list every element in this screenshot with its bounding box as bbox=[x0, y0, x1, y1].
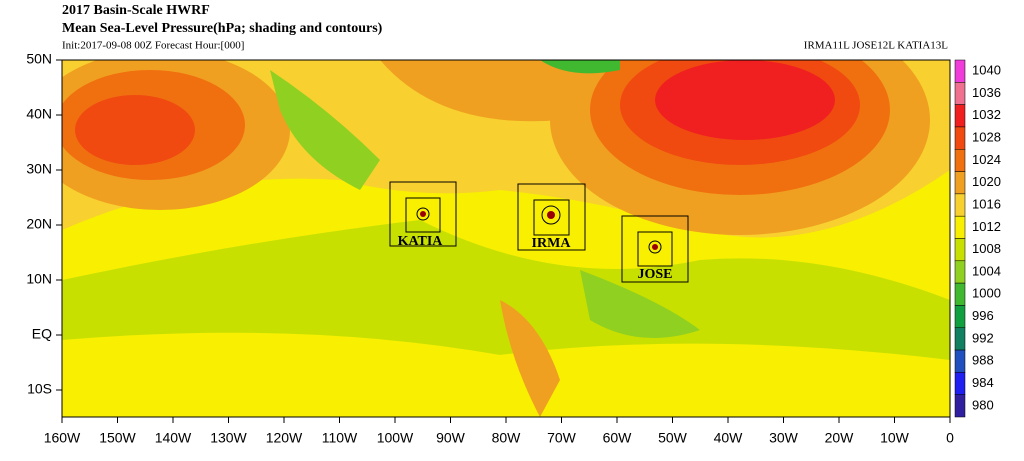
colorbar-label: 1024 bbox=[972, 152, 1001, 167]
lon-label: 130W bbox=[210, 430, 247, 446]
lon-label: 150W bbox=[99, 430, 136, 446]
colorbar-box bbox=[954, 372, 966, 395]
colorbar-label: 996 bbox=[972, 308, 994, 323]
colorbar-box bbox=[954, 349, 966, 373]
lon-label: 0 bbox=[946, 430, 954, 446]
colorbar-label: 1040 bbox=[972, 63, 1001, 78]
colorbar-box bbox=[954, 238, 966, 262]
lat-label: 10N bbox=[26, 271, 52, 287]
lon-label: 160W bbox=[44, 430, 81, 446]
colorbar-label: 1036 bbox=[972, 85, 1001, 100]
lat-label: 10S bbox=[27, 381, 52, 397]
colorbar-label: 1016 bbox=[972, 196, 1001, 211]
lon-label: 60W bbox=[603, 430, 633, 446]
lon-label: 70W bbox=[547, 430, 577, 446]
colorbar-label: 980 bbox=[972, 397, 994, 412]
colorbar-label: 1000 bbox=[972, 286, 1001, 301]
storm-label: IRMA bbox=[532, 236, 572, 251]
colorbar-box bbox=[954, 260, 966, 284]
colorbar-box bbox=[954, 104, 966, 128]
storm-label: JOSE bbox=[637, 267, 672, 282]
lon-label: 50W bbox=[658, 430, 688, 446]
init: Init:2017-09-08 00Z Forecast Hour:[000] bbox=[62, 40, 244, 52]
colorbar-box bbox=[954, 126, 966, 150]
subtitle: Mean Sea-Level Pressure(hPa; shading and… bbox=[62, 21, 383, 36]
colorbar-label: 1032 bbox=[972, 107, 1001, 122]
colorbar-label: 1028 bbox=[972, 130, 1001, 145]
colorbar-label: 1004 bbox=[972, 263, 1001, 278]
lat-label: 40N bbox=[26, 106, 52, 122]
colorbar-label: 992 bbox=[972, 330, 994, 345]
storm-centers bbox=[420, 211, 658, 250]
storm-label: KATIA bbox=[398, 234, 444, 249]
lon-label: 10W bbox=[880, 430, 910, 446]
colorbar-box bbox=[954, 149, 966, 172]
colorbar-box bbox=[954, 82, 966, 105]
colorbar-box bbox=[954, 215, 966, 239]
lon-label: 120W bbox=[266, 430, 303, 446]
lon-label: 100W bbox=[377, 430, 414, 446]
colorbar-box bbox=[954, 305, 966, 328]
lon-label: 40W bbox=[714, 430, 744, 446]
colorbar-label: 1020 bbox=[972, 174, 1001, 189]
lon-label: 110W bbox=[322, 430, 358, 446]
storm-boxes bbox=[389, 181, 689, 283]
lon-label: 90W bbox=[436, 430, 466, 446]
colorbar-label: 1008 bbox=[972, 241, 1001, 256]
lon-label: 20W bbox=[825, 430, 855, 446]
title: 2017 Basin-Scale HWRF bbox=[62, 3, 210, 18]
pressure-field bbox=[62, 60, 950, 417]
lon-label: 80W bbox=[492, 430, 522, 446]
lat-label: 50N bbox=[26, 51, 52, 67]
colorbar-box bbox=[954, 394, 966, 418]
lat-label: 30N bbox=[26, 161, 52, 177]
colorbar-box bbox=[954, 282, 966, 306]
colorbar-label: 984 bbox=[972, 375, 994, 390]
colorbar-label: 1012 bbox=[972, 219, 1001, 234]
lon-label: 140W bbox=[155, 430, 192, 446]
colorbar-label: 988 bbox=[972, 353, 994, 368]
colorbar-box bbox=[954, 59, 966, 83]
colorbar-box bbox=[954, 171, 966, 195]
storm-list: IRMA11L JOSE12L KATIA13L bbox=[804, 40, 948, 52]
lat-label: 20N bbox=[26, 216, 52, 232]
colorbar-box bbox=[954, 327, 966, 351]
lon-label: 30W bbox=[769, 430, 799, 446]
lat-label: EQ bbox=[32, 326, 52, 342]
colorbar-box bbox=[954, 193, 966, 217]
